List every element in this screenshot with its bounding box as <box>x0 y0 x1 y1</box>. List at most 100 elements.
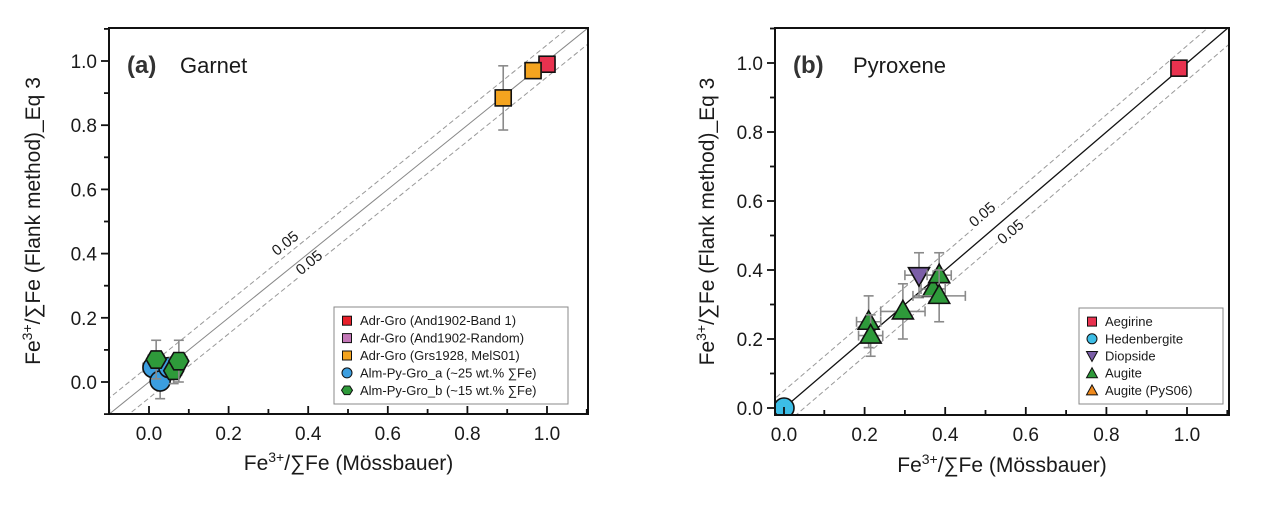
legend-item: Alm-Py-Gro_b (~15 wt.% ∑Fe) <box>340 383 537 398</box>
legend-item: Hedenbergite <box>1086 331 1183 346</box>
y-tick-label: 0.2 <box>71 309 97 330</box>
x-axis-title-base: Fe <box>897 454 922 477</box>
x-axis-title-base: Fe <box>244 452 269 475</box>
legend-box <box>333 306 569 405</box>
marker-square <box>524 61 542 80</box>
y-tick-label: 0.0 <box>71 373 97 394</box>
legend-item: Adr-Gro (Grs1928, MelS01) <box>342 348 520 363</box>
y-axis-title-sup: 3+ <box>19 324 35 340</box>
x-tick-label: 0.6 <box>1013 425 1039 446</box>
marker-circle <box>775 397 795 415</box>
data-point <box>912 269 967 323</box>
x-tick-label: 0.0 <box>136 424 162 445</box>
y-tick-label: 0.4 <box>71 245 98 266</box>
panel-title: Garnet <box>180 53 247 78</box>
legend-label: Adr-Gro (And1902-Random) <box>360 331 524 346</box>
marker-hexagon <box>167 351 190 371</box>
x-tick-label: 0.2 <box>851 425 877 446</box>
x-tick-label: 0.4 <box>932 425 959 446</box>
legend-item: Aegirine <box>1087 314 1153 329</box>
data-points <box>142 55 556 400</box>
band-line-lower <box>795 43 1229 415</box>
y-tick-label: 0.4 <box>737 261 764 282</box>
data-point <box>879 282 926 340</box>
marker-square <box>1170 59 1188 77</box>
marker-square <box>494 89 513 107</box>
data-point <box>524 61 542 80</box>
data-point <box>494 65 513 131</box>
legend-item: Adr-Gro (And1902-Band 1) <box>342 313 516 328</box>
panel-garnet: 0.0 0.2 0.4 0.6 0.8 1.0 0.0 0.2 0.4 0.6 0.8 1.0 (a)… <box>19 27 589 475</box>
y-axis-title-sup: 3+ <box>693 325 709 341</box>
band-label-bg <box>268 228 303 260</box>
legend-marker-triangle-up <box>1085 383 1099 396</box>
legend-box <box>1078 307 1224 405</box>
panel-pyroxene: 0.0 0.2 0.4 0.6 0.8 1.0 0.0 0.2 0.4 0.6 0.8 1.0 (b)… <box>693 27 1230 477</box>
y-axis-title: Fe3+/∑Fe (Flank method)_Eq 3 <box>19 77 45 365</box>
x-tick-label: 0.6 <box>375 424 401 445</box>
x-axis-title-sup: 3+ <box>268 449 284 465</box>
legend-label: Adr-Gro (Grs1928, MelS01) <box>360 348 520 363</box>
legend-label: Augite <box>1105 366 1142 381</box>
legend-item: Augite (PyS06) <box>1085 383 1192 398</box>
legend-item: Diopside <box>1085 349 1156 364</box>
marker-triangle-up <box>858 322 883 344</box>
legend-item: Adr-Gro (And1902-Random) <box>342 331 524 346</box>
y-axis-title-base: Fe <box>22 340 45 365</box>
marker-triangle-down <box>907 266 931 288</box>
one-to-one-line <box>775 28 1229 415</box>
y-tick-label: 0.6 <box>71 180 97 201</box>
x-tick-label: 0.0 <box>771 425 797 446</box>
legend-marker-triangle-down <box>1085 351 1099 363</box>
legend-marker-square <box>342 333 352 344</box>
axis-ticks: 0.0 0.2 0.4 0.6 0.8 1.0 0.0 0.2 0.4 0.6 0.8 1.0 <box>71 27 588 445</box>
y-axis-title-base: Fe <box>696 341 719 366</box>
y-axis-title-rest: /∑Fe (Flank method)_Eq 3 <box>696 78 719 325</box>
data-point <box>775 397 795 415</box>
data-point <box>145 339 168 380</box>
y-tick-label: 0.8 <box>737 123 763 144</box>
legend-marker-square <box>1087 316 1097 327</box>
legend-label: Hedenbergite <box>1105 331 1183 346</box>
legend: Aegirine Hedenbergite Diopside Augite Augite… <box>1078 307 1224 405</box>
y-tick-label: 0.2 <box>737 330 763 351</box>
data-point <box>167 339 190 383</box>
y-axis-title: Fe3+/∑Fe (Flank method)_Eq 3 <box>693 78 719 366</box>
legend-label: Diopside <box>1105 349 1156 364</box>
data-points <box>775 59 1188 415</box>
band-label-bg <box>292 247 327 279</box>
x-axis-title: Fe3+/∑Fe (Mössbauer) <box>897 451 1107 477</box>
y-tick-label: 1.0 <box>71 52 97 73</box>
x-axis-title: Fe3+/∑Fe (Mössbauer) <box>244 449 454 475</box>
y-tick-label: 0.8 <box>71 116 97 137</box>
x-axis-title-sup: 3+ <box>922 451 938 467</box>
x-axis-title-rest: /∑Fe (Mössbauer) <box>284 452 453 475</box>
x-tick-label: 1.0 <box>1174 425 1200 446</box>
legend-label: Augite (PyS06) <box>1105 383 1192 398</box>
data-point <box>1170 59 1188 77</box>
marker-triangle-up <box>891 298 915 320</box>
y-axis-title-rest: /∑Fe (Flank method)_Eq 3 <box>22 77 45 324</box>
data-point <box>857 314 884 358</box>
marker-triangle-up <box>927 283 952 305</box>
legend-label: Aegirine <box>1105 314 1153 329</box>
legend-marker-triangle-up <box>1085 366 1099 379</box>
x-tick-label: 0.8 <box>1093 425 1119 446</box>
legend-marker-circle <box>341 367 353 379</box>
legend-label: Adr-Gro (And1902-Band 1) <box>360 313 516 328</box>
plot-frame <box>774 27 1230 416</box>
band-line-upper <box>775 28 1209 400</box>
legend-marker-square <box>342 350 352 361</box>
x-axis-title-rest: /∑Fe (Mössbauer) <box>938 454 1107 477</box>
legend-label: Alm-Py-Gro_b (~15 wt.% ∑Fe) <box>360 383 537 398</box>
x-tick-label: 1.0 <box>534 424 560 445</box>
x-tick-label: 0.2 <box>215 424 241 445</box>
y-tick-label: 1.0 <box>737 54 763 75</box>
legend-item: Augite <box>1085 366 1142 381</box>
band-label-bg <box>993 216 1028 248</box>
legend-label: Alm-Py-Gro_a (~25 wt.% ∑Fe) <box>360 365 537 380</box>
marker-triangle-up <box>856 309 881 331</box>
x-tick-label: 0.8 <box>454 424 480 445</box>
panel-tag: (a) <box>127 52 156 79</box>
